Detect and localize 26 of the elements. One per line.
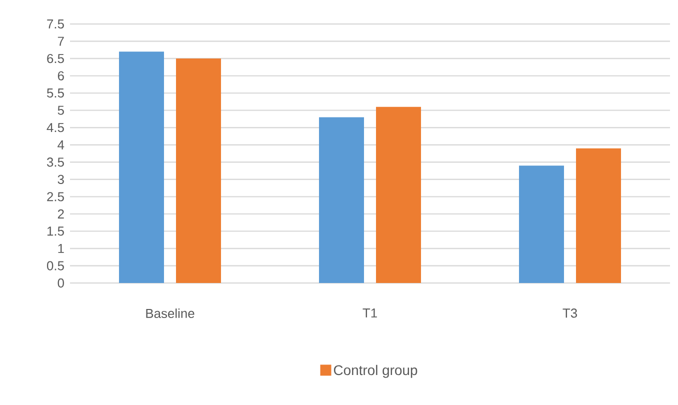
- y-tick-label: 0.5: [46, 261, 64, 270]
- y-tick-label: 7: [58, 36, 64, 46]
- x-tick-label: Baseline: [146, 308, 194, 318]
- y-tick-label: 4.5: [46, 123, 64, 132]
- y-tick-label: 3: [58, 174, 64, 184]
- y-tick-label: 5.5: [46, 88, 64, 98]
- y-tick-label: 2: [58, 209, 64, 218]
- y-tick-label: 4: [58, 140, 64, 150]
- y-tick-label: 2.5: [47, 192, 64, 202]
- bar: [119, 52, 164, 283]
- y-tick-label: 0: [58, 278, 64, 288]
- y-tick-label: 1.5: [47, 226, 64, 236]
- y-tick-label: 3.5: [46, 158, 64, 167]
- bar: [319, 117, 364, 283]
- y-tick-label: 5: [58, 106, 64, 115]
- bar: [576, 148, 622, 283]
- bar: [376, 106, 422, 283]
- y-tick-label: 1: [58, 244, 64, 253]
- y-tick-label: 7.5: [47, 19, 64, 29]
- x-tick-label: T3: [562, 308, 577, 318]
- y-tick-label: 6: [58, 71, 64, 80]
- bar: [519, 166, 564, 283]
- bar: [176, 58, 222, 283]
- legend-label: Control group: [334, 364, 418, 378]
- x-tick-label: T1: [362, 308, 377, 318]
- y-tick-label: 6.5: [47, 54, 64, 64]
